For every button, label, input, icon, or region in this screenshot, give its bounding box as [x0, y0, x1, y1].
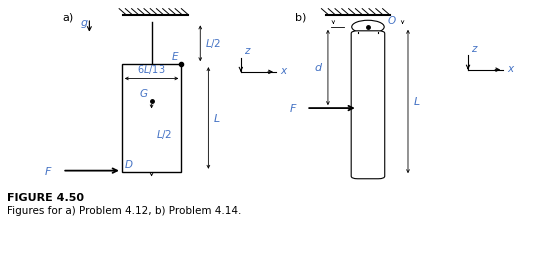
Text: FIGURE 4.50: FIGURE 4.50 — [7, 193, 83, 203]
Text: $G$: $G$ — [139, 87, 149, 99]
Text: $F$: $F$ — [44, 165, 52, 177]
Text: $O$: $O$ — [388, 14, 397, 26]
Text: $z$: $z$ — [243, 46, 251, 56]
Text: $6L/13$: $6L/13$ — [137, 63, 166, 76]
Text: $z$: $z$ — [471, 44, 479, 54]
Text: $x$: $x$ — [507, 64, 516, 73]
Text: $F$: $F$ — [289, 102, 297, 114]
Text: $D$: $D$ — [124, 158, 134, 170]
Text: $L$: $L$ — [213, 112, 220, 124]
Text: a): a) — [62, 12, 73, 22]
Text: b): b) — [295, 12, 306, 22]
Text: $L/2$: $L/2$ — [205, 37, 221, 50]
Text: $d$: $d$ — [315, 62, 323, 73]
Text: $L$: $L$ — [413, 95, 421, 108]
Text: $L/2$: $L/2$ — [156, 128, 172, 141]
FancyBboxPatch shape — [351, 31, 385, 179]
Text: $g$: $g$ — [80, 18, 89, 30]
Text: $E$: $E$ — [171, 50, 179, 62]
Text: Figures for a) Problem 4.12, b) Problem 4.14.: Figures for a) Problem 4.12, b) Problem … — [7, 206, 241, 216]
Text: $x$: $x$ — [280, 66, 288, 76]
